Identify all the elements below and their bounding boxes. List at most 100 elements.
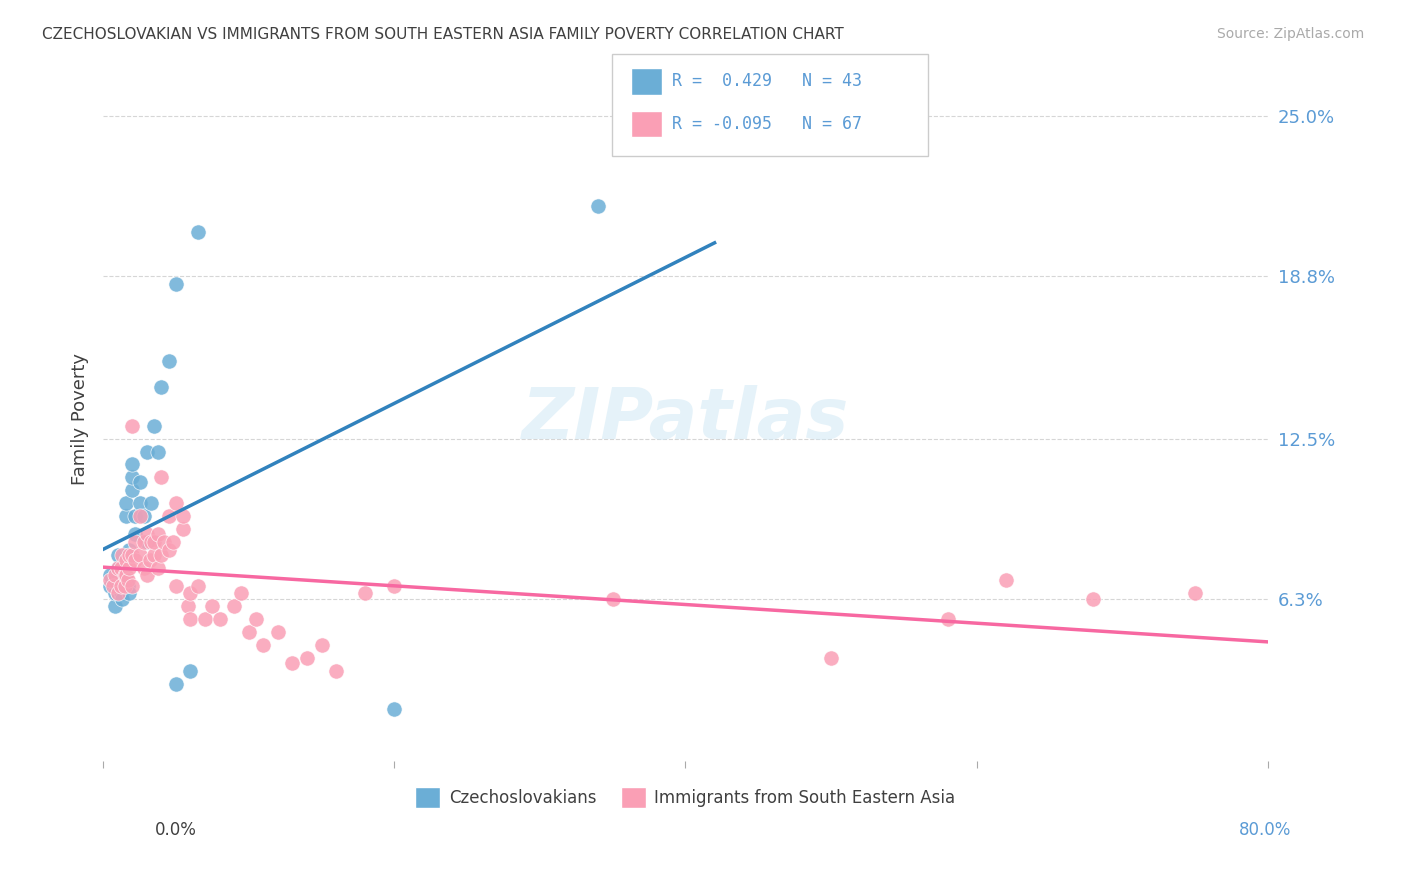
- Point: [187, 579, 209, 593]
- Point: [114, 579, 136, 593]
- Point: [936, 612, 959, 626]
- Point: [128, 508, 150, 523]
- Point: [194, 612, 217, 626]
- Point: [111, 574, 134, 588]
- Point: [128, 548, 150, 562]
- Point: [115, 508, 138, 523]
- Point: [132, 508, 155, 523]
- Point: [118, 586, 141, 600]
- Point: [179, 586, 201, 600]
- Point: [311, 638, 333, 652]
- Point: [115, 496, 138, 510]
- Point: [115, 568, 138, 582]
- Point: [121, 579, 143, 593]
- Point: [104, 574, 127, 588]
- Point: [150, 470, 173, 484]
- Point: [820, 651, 842, 665]
- Point: [252, 638, 274, 652]
- Point: [238, 625, 260, 640]
- Y-axis label: Family Poverty: Family Poverty: [72, 353, 89, 485]
- Point: [138, 553, 160, 567]
- Point: [165, 496, 187, 510]
- Point: [124, 553, 146, 567]
- Point: [100, 574, 122, 588]
- Point: [135, 568, 157, 582]
- Point: [132, 560, 155, 574]
- Point: [104, 586, 127, 600]
- Text: 0.0%: 0.0%: [155, 821, 197, 838]
- Point: [110, 560, 132, 574]
- Point: [114, 568, 136, 582]
- Point: [172, 522, 194, 536]
- Point: [117, 579, 139, 593]
- Point: [157, 508, 180, 523]
- Point: [994, 574, 1017, 588]
- Point: [124, 508, 146, 523]
- Point: [165, 277, 187, 291]
- Point: [107, 574, 129, 588]
- Point: [107, 548, 129, 562]
- Point: [121, 548, 143, 562]
- Point: [295, 651, 318, 665]
- Point: [153, 534, 176, 549]
- Point: [107, 560, 129, 574]
- Point: [1081, 591, 1104, 606]
- Point: [114, 568, 136, 582]
- Point: [208, 612, 231, 626]
- Point: [111, 591, 134, 606]
- Point: [117, 574, 139, 588]
- Point: [110, 586, 132, 600]
- Point: [231, 586, 253, 600]
- Point: [224, 599, 246, 614]
- Point: [172, 508, 194, 523]
- Point: [124, 534, 146, 549]
- Point: [281, 656, 304, 670]
- Point: [157, 354, 180, 368]
- Text: 80.0%: 80.0%: [1239, 821, 1292, 838]
- Legend: Czechoslovakians, Immigrants from South Eastern Asia: Czechoslovakians, Immigrants from South …: [409, 780, 962, 814]
- Point: [148, 527, 170, 541]
- Text: R = -0.095   N = 67: R = -0.095 N = 67: [672, 115, 862, 133]
- Point: [111, 548, 134, 562]
- Point: [118, 548, 141, 562]
- Text: R =  0.429   N = 43: R = 0.429 N = 43: [672, 72, 862, 90]
- Point: [103, 579, 125, 593]
- Point: [114, 579, 136, 593]
- Point: [118, 560, 141, 574]
- Point: [104, 599, 127, 614]
- Point: [121, 458, 143, 472]
- Point: [124, 527, 146, 541]
- Point: [382, 702, 405, 716]
- Point: [110, 579, 132, 593]
- Point: [118, 542, 141, 557]
- Point: [100, 568, 122, 582]
- Text: Source: ZipAtlas.com: Source: ZipAtlas.com: [1216, 27, 1364, 41]
- Point: [325, 664, 347, 678]
- Point: [165, 676, 187, 690]
- Point: [143, 418, 166, 433]
- Point: [135, 444, 157, 458]
- Point: [245, 612, 267, 626]
- Point: [354, 586, 377, 600]
- Point: [267, 625, 290, 640]
- Point: [107, 560, 129, 574]
- Point: [110, 568, 132, 582]
- Text: ZIPatlas: ZIPatlas: [522, 384, 849, 454]
- Point: [121, 418, 143, 433]
- Point: [148, 444, 170, 458]
- Point: [135, 534, 157, 549]
- Point: [602, 591, 624, 606]
- Point: [121, 483, 143, 498]
- Text: CZECHOSLOVAKIAN VS IMMIGRANTS FROM SOUTH EASTERN ASIA FAMILY POVERTY CORRELATION: CZECHOSLOVAKIAN VS IMMIGRANTS FROM SOUTH…: [42, 27, 844, 42]
- Point: [187, 225, 209, 239]
- Point: [150, 548, 173, 562]
- Point: [141, 496, 163, 510]
- Point: [143, 548, 166, 562]
- Point: [382, 579, 405, 593]
- Point: [107, 579, 129, 593]
- Point: [128, 475, 150, 490]
- Point: [143, 534, 166, 549]
- Point: [179, 612, 201, 626]
- Point: [128, 496, 150, 510]
- Point: [1184, 586, 1206, 600]
